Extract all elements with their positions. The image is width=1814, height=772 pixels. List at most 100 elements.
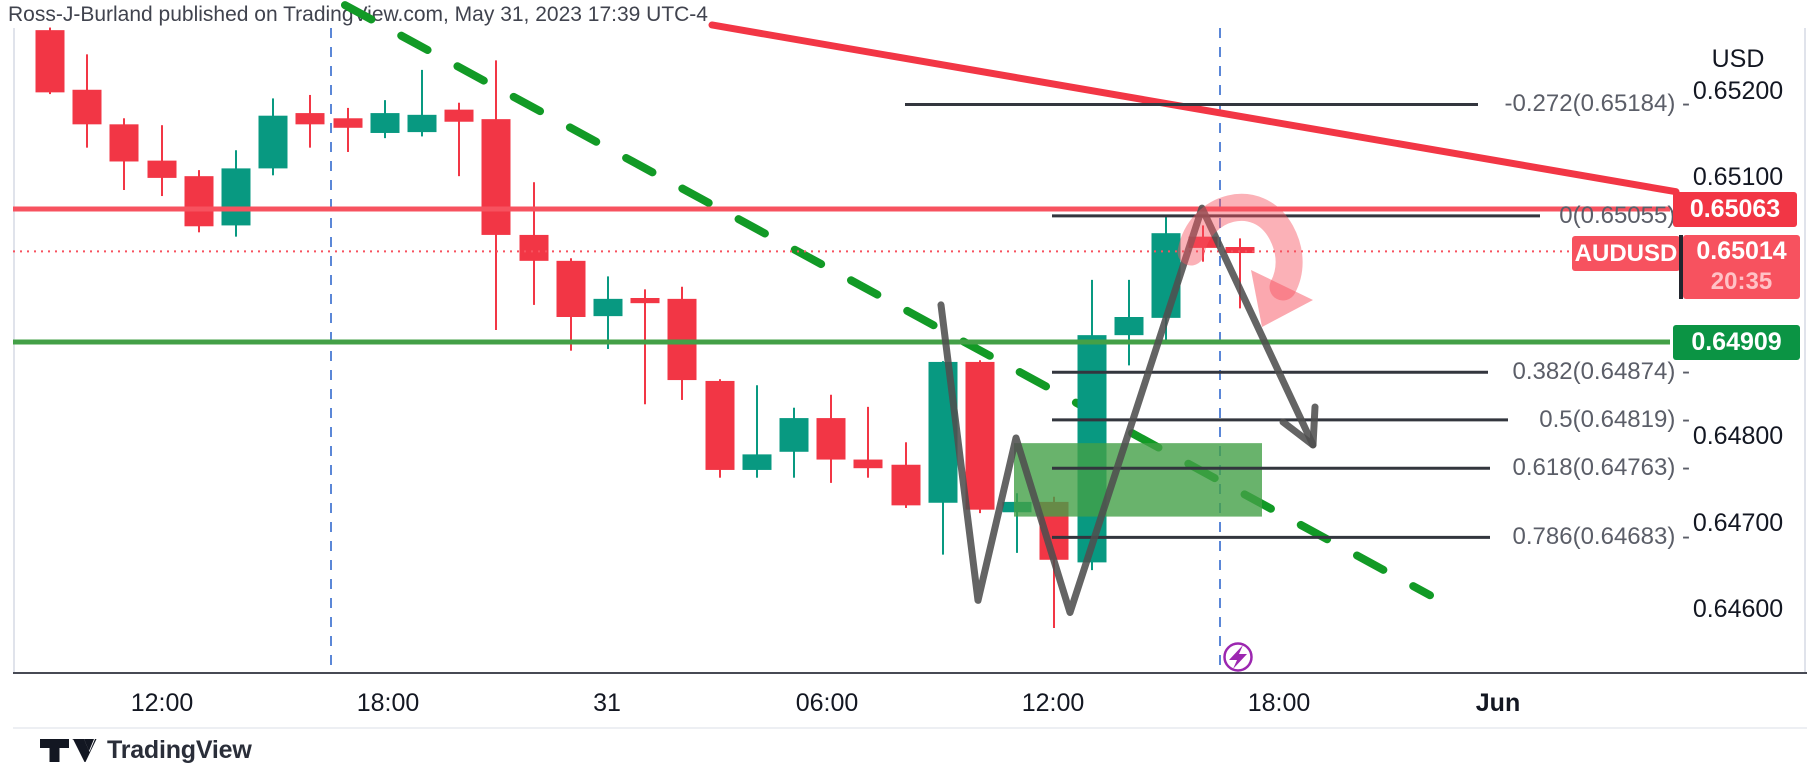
- bar-countdown: 20:35: [1710, 268, 1773, 295]
- candle-body: [853, 459, 883, 469]
- candle-body: [35, 30, 65, 93]
- price-tick-label: 0.64800: [1692, 422, 1784, 451]
- time-tick-label: Jun: [1475, 689, 1521, 717]
- candle-body: [705, 380, 735, 470]
- candle-body: [1188, 236, 1218, 248]
- candle: [1188, 225, 1218, 262]
- tradingview-logo[interactable]: TradingView: [38, 736, 252, 765]
- candle-body: [221, 168, 251, 226]
- candle-body: [184, 176, 214, 227]
- fib-level-label: 0(0.65055) -: [1559, 201, 1690, 229]
- candlestick-series: [35, 27, 1255, 629]
- demand-zone[interactable]: [1014, 443, 1262, 517]
- lightning-bolt: [1229, 645, 1247, 669]
- candle-body: [779, 418, 809, 452]
- candle: [258, 98, 288, 176]
- plot-right-border: [1804, 28, 1806, 673]
- candle: [333, 107, 363, 152]
- fib-level-label: 0.618(0.64763) -: [1512, 454, 1690, 482]
- session-breaks: [330, 28, 1221, 671]
- last-price-value: 0.65014: [1696, 237, 1787, 265]
- time-axis-line: [13, 672, 1807, 674]
- price-tick-label: 0.64600: [1692, 595, 1784, 624]
- candle: [295, 94, 325, 148]
- footer-separator: [13, 727, 1807, 729]
- candle: [72, 54, 102, 148]
- time-tick-label: 12:00: [130, 689, 194, 717]
- time-tick-label: 31: [593, 689, 621, 717]
- candle-body: [556, 260, 586, 317]
- candle-body: [742, 454, 772, 470]
- candle-body: [1151, 233, 1181, 318]
- candle: [593, 276, 623, 349]
- candle-body: [1114, 317, 1144, 336]
- zigzag-arrowhead: [1279, 403, 1319, 449]
- candle: [147, 125, 177, 197]
- zigzag-projection-arrow[interactable]: [937, 204, 1319, 616]
- candle: [444, 102, 474, 177]
- candle-body: [891, 464, 921, 506]
- plot-left-border: [13, 28, 15, 673]
- candle: [891, 442, 921, 508]
- time-tick-label: 18:00: [1247, 689, 1311, 717]
- candle: [816, 394, 846, 483]
- candle: [35, 27, 65, 95]
- candle: [1077, 279, 1107, 571]
- candle-body: [333, 118, 363, 128]
- candle: [407, 69, 437, 137]
- candle-body: [667, 298, 697, 381]
- candle-body: [816, 418, 846, 460]
- red-descending-trendline[interactable]: [708, 21, 1680, 196]
- badge-divider: [1679, 235, 1683, 299]
- price-tick-label: 0.65200: [1692, 76, 1784, 105]
- resistance-price-badge: 0.65063: [1673, 192, 1797, 227]
- pullback-arrow-head: [1251, 270, 1313, 327]
- candle: [705, 379, 735, 478]
- price-axis-currency-label: USD: [1711, 45, 1765, 73]
- pullback-arrow-body: [1177, 193, 1303, 301]
- candle: [630, 289, 660, 405]
- zigzag-path[interactable]: [937, 204, 1317, 616]
- candle-body: [72, 89, 102, 125]
- candle-body: [295, 113, 325, 125]
- fib-retracement[interactable]: [905, 102, 1540, 539]
- candle: [184, 170, 214, 233]
- fib-level-label: 0.5(0.64819) -: [1539, 405, 1690, 433]
- candle: [109, 118, 139, 190]
- candle-body: [109, 124, 139, 162]
- tradingview-logo-text: TradingView: [107, 736, 252, 764]
- pullback-curved-arrow[interactable]: [1177, 193, 1313, 327]
- price-tick-label: 0.65100: [1692, 163, 1784, 192]
- fib-level-label: 0.786(0.64683) -: [1512, 523, 1690, 551]
- tradingview-logo-icon: [40, 739, 97, 762]
- candle-body: [370, 113, 400, 133]
- publish-lightning-icon[interactable]: [1223, 642, 1253, 672]
- candle: [556, 258, 586, 351]
- candle: [742, 385, 772, 478]
- candle: [519, 182, 549, 305]
- candle-body: [258, 115, 288, 169]
- fib-level-label: 0.382(0.64874) -: [1512, 358, 1690, 386]
- time-tick-label: 18:00: [356, 689, 420, 717]
- support-price-badge: 0.64909: [1673, 325, 1800, 360]
- candle-body: [593, 298, 623, 317]
- symbol-badge: AUDUSD: [1572, 236, 1680, 271]
- time-tick-label: 06:00: [795, 689, 859, 717]
- candle: [667, 286, 697, 400]
- candle-body: [481, 119, 511, 235]
- candle: [1114, 279, 1144, 366]
- fib-level-label: -0.272(0.65184) -: [1504, 90, 1690, 118]
- candle: [965, 360, 995, 514]
- candle-body: [519, 234, 549, 261]
- time-tick-label: 12:00: [1021, 689, 1085, 717]
- candle: [221, 150, 251, 237]
- candle-body: [147, 160, 177, 178]
- candle: [853, 406, 883, 478]
- candle: [779, 407, 809, 478]
- candle-body: [965, 361, 995, 510]
- candle-body: [1225, 247, 1255, 254]
- candle-body: [407, 114, 437, 133]
- candle-body: [444, 109, 474, 122]
